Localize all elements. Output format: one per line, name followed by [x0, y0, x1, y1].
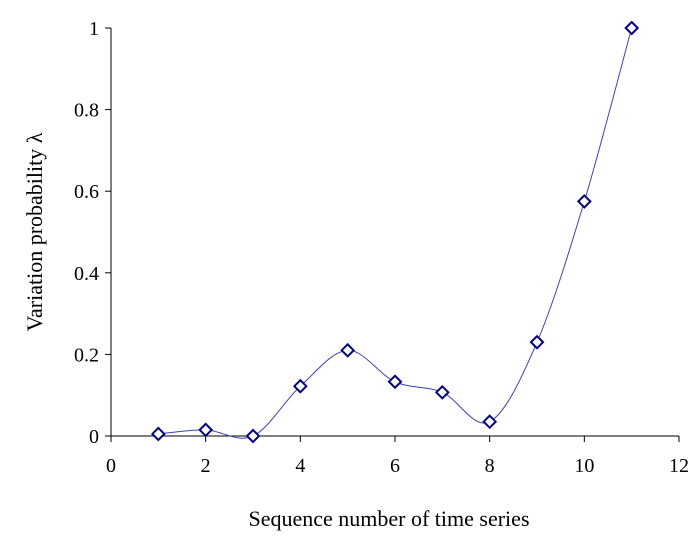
x-tick-label: 8: [485, 455, 495, 477]
x-tick-label: 12: [669, 455, 689, 477]
data-point-diamond: [198, 422, 214, 438]
data-point-diamond: [292, 378, 308, 394]
data-point-diamond: [624, 20, 640, 36]
y-tick-label: 0.4: [74, 263, 99, 285]
x-tick-label: 0: [106, 455, 116, 477]
data-points: [150, 20, 640, 444]
x-tick-label: 4: [295, 455, 305, 477]
x-tick-label: 6: [390, 455, 400, 477]
data-point-diamond: [482, 414, 498, 430]
data-point-diamond: [150, 426, 166, 442]
y-tick-label: 0.2: [74, 344, 99, 366]
data-point-diamond: [529, 334, 545, 350]
y-axis-title: Variation probability λ: [22, 132, 47, 331]
data-point-diamond: [434, 384, 450, 400]
data-point-diamond: [340, 342, 356, 358]
y-tick-label: 0.8: [74, 100, 99, 122]
x-tick-label: 2: [201, 455, 211, 477]
data-point-diamond: [245, 428, 261, 444]
x-tick-label: 10: [574, 455, 594, 477]
y-ticks: 0 0.2 0.4 0.6 0.8 1: [74, 18, 111, 448]
x-ticks: 0 2 4 6 8 10 12: [106, 436, 689, 477]
y-tick-label: 1: [89, 18, 99, 40]
y-tick-label: 0.6: [74, 181, 99, 203]
data-point-diamond: [387, 374, 403, 390]
data-point-diamond: [576, 193, 592, 209]
x-axis-title: Sequence number of time series: [248, 506, 529, 531]
y-tick-label: 0: [89, 426, 99, 448]
